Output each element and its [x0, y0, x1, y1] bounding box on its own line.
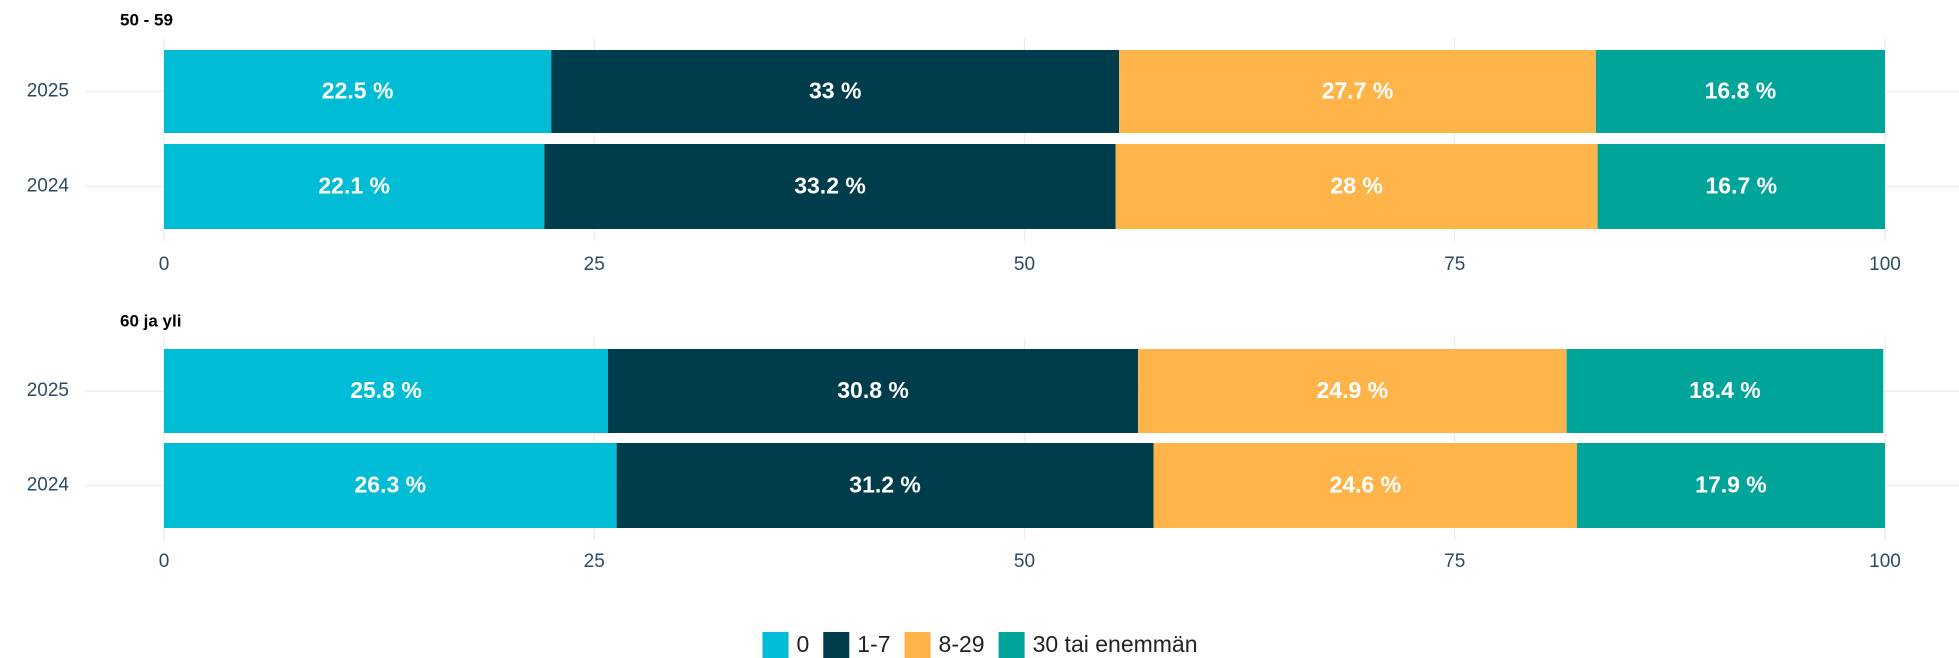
- value-label: 22.5 %: [322, 78, 394, 104]
- bar-segment: [164, 443, 617, 528]
- x-tick-label: 75: [1444, 551, 1465, 572]
- x-tick-label: 50: [1014, 254, 1035, 275]
- x-tick-label: 25: [584, 254, 605, 275]
- legend-swatch: [762, 632, 789, 658]
- bar-segment: [1566, 349, 1884, 433]
- value-label: 22.1 %: [318, 173, 390, 199]
- value-label: 31.2 %: [849, 472, 921, 498]
- value-label: 33.2 %: [794, 173, 866, 199]
- value-label: 25.8 %: [350, 377, 422, 403]
- bar-segment: [616, 443, 1154, 528]
- value-label: 30.8 %: [837, 377, 909, 403]
- value-label: 33 %: [809, 78, 861, 104]
- panel-title: 60 ja yli: [120, 311, 181, 330]
- y-tick-label: 2025: [27, 81, 69, 102]
- value-label: 27.7 %: [1322, 78, 1394, 104]
- x-tick-label: 100: [1869, 551, 1901, 572]
- panel-title: 50 - 59: [120, 10, 173, 29]
- bar-segment: [1138, 349, 1567, 433]
- bar-segment: [164, 349, 609, 433]
- value-label: 16.8 %: [1705, 78, 1777, 104]
- bar-segment: [1119, 50, 1596, 133]
- legend-label: 1-7: [857, 631, 890, 657]
- legend-swatch: [904, 632, 931, 658]
- bar-segment: [544, 144, 1116, 229]
- legend-swatch: [998, 632, 1025, 658]
- x-tick-label: 50: [1014, 551, 1035, 572]
- x-tick-label: 0: [159, 254, 170, 275]
- bar-segment: [1597, 144, 1885, 229]
- legend-label: 30 tai enemmän: [1033, 631, 1198, 657]
- legend-label: 8-29: [939, 631, 985, 657]
- x-tick-label: 100: [1869, 254, 1901, 275]
- y-tick-label: 2024: [27, 475, 70, 496]
- bar-segment: [1153, 443, 1577, 528]
- bar-segment: [551, 50, 1120, 133]
- legend-swatch: [823, 632, 850, 658]
- bar-segment: [1576, 443, 1885, 528]
- legend-label: 0: [796, 631, 809, 657]
- y-tick-label: 2024: [27, 176, 70, 197]
- value-label: 26.3 %: [355, 472, 427, 498]
- bar-segment: [1595, 50, 1885, 133]
- value-label: 16.7 %: [1705, 173, 1777, 199]
- bar-segment: [164, 50, 552, 133]
- x-tick-label: 75: [1444, 254, 1465, 275]
- bar-segment: [1115, 144, 1598, 229]
- value-label: 28 %: [1330, 173, 1382, 199]
- value-label: 18.4 %: [1689, 377, 1761, 403]
- value-label: 17.9 %: [1695, 472, 1767, 498]
- value-label: 24.9 %: [1317, 377, 1389, 403]
- bar-segment: [608, 349, 1139, 433]
- x-tick-label: 0: [159, 551, 170, 572]
- value-label: 24.6 %: [1329, 472, 1401, 498]
- y-tick-label: 2025: [27, 380, 69, 401]
- bar-segment: [164, 144, 545, 229]
- x-tick-label: 25: [584, 551, 605, 572]
